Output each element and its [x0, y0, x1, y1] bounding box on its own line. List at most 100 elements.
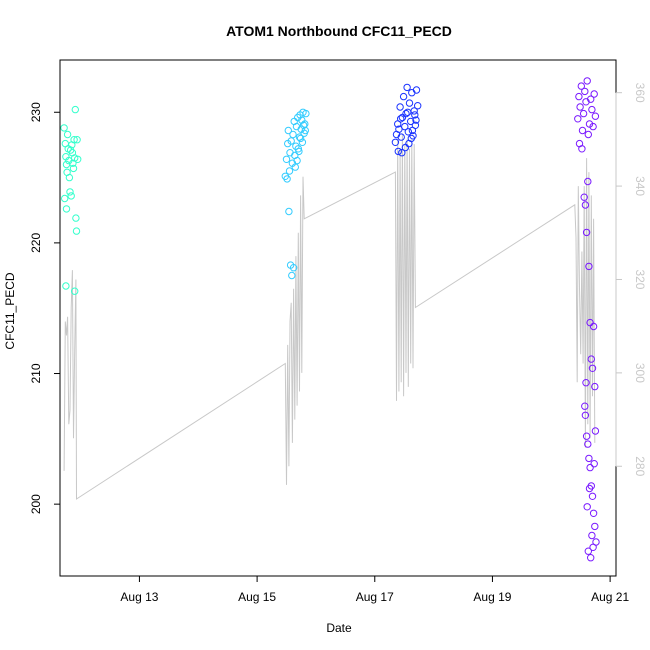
scatter-point [591, 382, 599, 391]
y2-axis: 280 300 320 340 360 [615, 83, 647, 477]
scatter-point [591, 112, 600, 120]
scatter-point [401, 122, 409, 131]
scatter-point [588, 531, 596, 540]
scatter-point [585, 262, 593, 271]
scatter-point [396, 103, 404, 111]
x-tick-label: Aug 17 [356, 590, 394, 604]
y2-tick-label: 360 [633, 83, 647, 103]
scatter-point [574, 115, 582, 123]
plot-frame [59, 59, 617, 577]
x-tick-label: Aug 21 [591, 590, 629, 604]
scatter-point [588, 105, 596, 114]
scatter-point [590, 460, 598, 468]
scatter-point [62, 205, 71, 213]
scatter-point [302, 109, 310, 118]
scatter-point [289, 130, 297, 139]
scatter-point [301, 126, 309, 135]
scatter-point [581, 201, 590, 209]
scatter-point [71, 287, 79, 295]
scatter-point [576, 103, 584, 111]
scatter-point [283, 175, 291, 183]
scatter-point [583, 503, 591, 511]
y-tick-label: 220 [29, 233, 43, 253]
scatter-point [585, 484, 594, 493]
scatter-point [69, 159, 77, 167]
scatter-point [404, 108, 412, 117]
scatter-point [287, 137, 295, 145]
scatter-point [399, 92, 408, 101]
scatter-point [401, 143, 410, 152]
scatter-point [580, 193, 588, 201]
scatter-point [582, 432, 591, 440]
scatter-point [397, 115, 405, 123]
scatter-point [579, 109, 588, 118]
scatter-point [587, 355, 595, 363]
scatter-point [299, 121, 308, 130]
x-tick-label: Aug 15 [238, 590, 276, 604]
scatter-point [73, 136, 81, 144]
y2-tick-label: 340 [633, 176, 647, 196]
scatter-point [71, 105, 80, 114]
y2-tick-label: 300 [633, 363, 647, 383]
scatter-point [66, 146, 75, 154]
scatter-point [72, 214, 80, 222]
scatter-point [284, 126, 292, 135]
scatter-point [288, 271, 296, 280]
scatter-point [581, 87, 589, 96]
scatter-point [586, 463, 594, 472]
line-layer [63, 134, 596, 500]
scatter-point [405, 99, 414, 107]
scatter-point [402, 109, 410, 118]
scatter-point [395, 125, 403, 133]
scatter-point [589, 322, 598, 331]
scatter-point [411, 111, 419, 119]
scatter-point [294, 113, 302, 122]
scatter-point [296, 134, 305, 143]
points-layer [60, 77, 600, 562]
scatter-point [408, 126, 417, 135]
scatter-point [588, 364, 597, 372]
scatter-point [62, 282, 70, 290]
scatter-point [587, 95, 595, 103]
scatter-point [72, 227, 81, 235]
scatter-point [285, 207, 293, 216]
scatter-point [391, 138, 400, 147]
scatter-point [60, 194, 69, 203]
scatter-point [70, 136, 78, 144]
scatter-point [589, 122, 597, 131]
right-axis-line-series [63, 134, 596, 500]
scatter-point [588, 492, 597, 500]
scatter-point [60, 124, 68, 132]
scatter-point [65, 173, 74, 182]
scatter-point [407, 117, 415, 126]
scatter-point [412, 86, 421, 94]
y-axis: 200 210 220 230 [29, 102, 61, 514]
scatter-point [298, 138, 307, 147]
scatter-point [591, 522, 599, 531]
scatter-point [584, 130, 592, 139]
scatter-point [589, 509, 598, 517]
scatter-point [584, 440, 592, 448]
x-axis-label: Date [326, 621, 352, 635]
scatter-point [397, 133, 405, 141]
y2-tick-label: 280 [633, 456, 647, 476]
x-tick-label: Aug 19 [473, 590, 511, 604]
x-tick-label: Aug 13 [120, 590, 158, 604]
scatter-point [414, 102, 422, 110]
chart-title: ATOM1 Northbound CFC11_PECD [226, 23, 452, 39]
scatter-point [289, 264, 298, 272]
scatter-point [285, 167, 294, 175]
scatter-point [582, 379, 590, 387]
scatter-point [590, 90, 598, 98]
scatter-point [295, 147, 303, 156]
scatter-point [582, 228, 591, 237]
scatter-point [591, 427, 600, 435]
scatter-point [291, 163, 299, 171]
scatter-point [407, 134, 415, 143]
y-tick-label: 200 [29, 494, 43, 514]
scatter-point [581, 402, 589, 410]
scatter-point [403, 83, 411, 92]
scatter-point [65, 156, 73, 165]
scatter-point [286, 149, 294, 157]
